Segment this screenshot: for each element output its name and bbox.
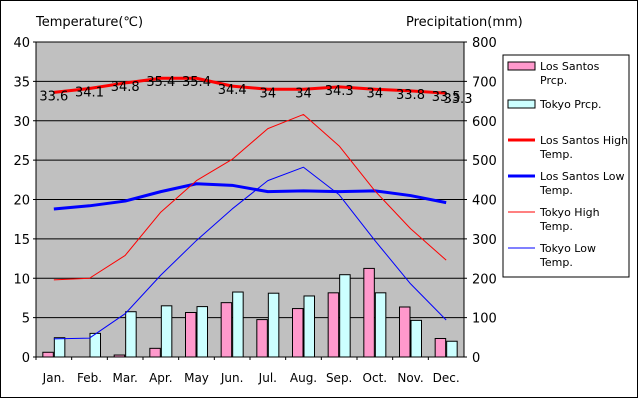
- data-label: 33.8: [396, 88, 425, 103]
- x-tick-label: Jun.: [220, 371, 244, 385]
- legend-label: Temp.: [539, 220, 573, 233]
- left-tick-label: 15: [13, 233, 30, 248]
- right-tick-label: 200: [472, 272, 497, 287]
- line-tokyo-high: [53, 113, 447, 281]
- data-label: 33.5: [432, 90, 461, 105]
- legend-label: Temp.: [539, 148, 573, 161]
- data-label: 33.6: [39, 89, 68, 104]
- bar-tokyo-prcp: [232, 291, 244, 358]
- legend-label: Prcp.: [540, 74, 567, 87]
- data-label: 35.4: [146, 75, 175, 90]
- x-tick-label: Feb.: [77, 371, 102, 385]
- left-tick-label: 25: [13, 154, 30, 169]
- left-tick-label: 35: [13, 75, 30, 90]
- right-tick-label: 500: [472, 154, 497, 169]
- legend-box: [502, 54, 630, 278]
- data-label: 34.3: [325, 84, 354, 99]
- legend-label: Los Santos High: [540, 134, 628, 147]
- bar-tokyo-prcp: [53, 337, 66, 358]
- left-tick-label: 5: [22, 312, 30, 327]
- legend-swatch-bar: [507, 61, 536, 71]
- bar-los-santos-prcp: [185, 312, 197, 358]
- right-tick-label: 800: [472, 36, 497, 51]
- bar-tokyo-prcp: [303, 295, 315, 358]
- legend-label: Tokyo High: [539, 206, 600, 219]
- x-tick-label: Jul.: [258, 371, 277, 385]
- bar-los-santos-prcp: [363, 267, 375, 358]
- bar-tokyo-prcp: [196, 306, 208, 358]
- data-label: 34: [367, 86, 384, 101]
- legend-label: Los Santos: [540, 60, 600, 73]
- bar-tokyo-prcp: [89, 332, 101, 358]
- x-tick-label: Oct.: [363, 371, 388, 385]
- data-label: 34.4: [218, 83, 247, 98]
- data-label: 34: [260, 86, 277, 101]
- bar-tokyo-prcp: [446, 340, 458, 358]
- bar-tokyo-prcp: [125, 311, 137, 358]
- bar-los-santos-prcp: [292, 308, 304, 358]
- bar-los-santos-prcp: [113, 354, 126, 358]
- left-tick-label: 40: [13, 36, 30, 51]
- left-tick-label: 30: [13, 115, 30, 130]
- line-los-santos-high: [53, 76, 447, 95]
- bar-los-santos-prcp: [42, 351, 54, 358]
- bar-tokyo-prcp: [267, 292, 280, 358]
- x-tick-label: Aug.: [290, 371, 317, 385]
- legend-label: Temp.: [539, 184, 573, 197]
- legend-label: Temp.: [539, 256, 573, 269]
- legend-label: Tokyo Low: [539, 242, 596, 255]
- bar-tokyo-prcp: [160, 305, 173, 358]
- right-tick-label: 300: [472, 233, 497, 248]
- data-label: 34.1: [75, 85, 104, 100]
- bar-los-santos-prcp: [149, 347, 161, 358]
- x-tick-label: Apr.: [149, 371, 172, 385]
- x-tick-label: Sep.: [326, 371, 352, 385]
- data-label: 33.3: [444, 92, 473, 107]
- bar-los-santos-prcp: [399, 306, 411, 358]
- line-tokyo-low: [53, 166, 447, 340]
- x-tick-label: Jan.: [42, 371, 65, 385]
- x-tick-label: Mar.: [112, 371, 137, 385]
- right-axis-title: Precipitation(mm): [406, 15, 523, 30]
- bar-los-santos-prcp: [256, 319, 268, 358]
- left-tick-label: 20: [13, 194, 30, 209]
- left-axis-title: Temperature(℃): [35, 15, 143, 30]
- data-label: 34.8: [111, 80, 140, 95]
- line-los-santos-low: [53, 182, 447, 211]
- right-tick-label: 600: [472, 115, 497, 130]
- legend-label: Los Santos Low: [540, 170, 625, 183]
- left-tick-label: 0: [22, 351, 30, 366]
- x-tick-label: Nov.: [397, 371, 423, 385]
- right-tick-label: 0: [472, 351, 480, 366]
- bar-tokyo-prcp: [410, 319, 422, 358]
- left-tick-label: 10: [13, 272, 30, 287]
- bar-tokyo-prcp: [339, 274, 351, 358]
- right-tick-label: 700: [472, 75, 497, 90]
- x-tick-label: Dec.: [433, 371, 460, 385]
- legend-label: Tokyo Prcp.: [539, 98, 602, 111]
- data-label: 34: [295, 86, 312, 101]
- bar-tokyo-prcp: [374, 292, 387, 358]
- right-tick-label: 400: [472, 194, 497, 209]
- right-tick-label: 100: [472, 312, 497, 327]
- data-label: 35.4: [182, 75, 211, 90]
- legend-swatch-bar: [507, 99, 536, 109]
- x-tick-label: May: [184, 371, 209, 385]
- bar-los-santos-prcp: [327, 292, 340, 358]
- bar-los-santos-prcp: [220, 302, 233, 358]
- bar-los-santos-prcp: [434, 337, 447, 358]
